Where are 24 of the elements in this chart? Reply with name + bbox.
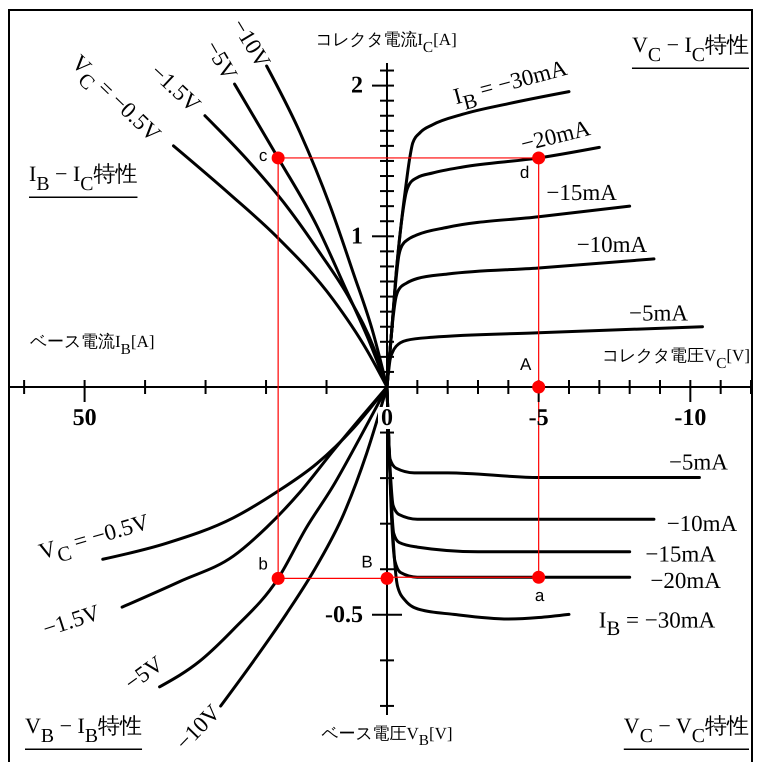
- annotation: c: [258, 145, 268, 164]
- series-label: −5mA: [668, 448, 728, 474]
- annotation: d: [520, 162, 530, 182]
- xtick: 0: [381, 405, 393, 431]
- annotation: a: [534, 586, 544, 605]
- ytick: 1: [351, 223, 363, 250]
- series-label: −10mA: [666, 510, 738, 536]
- series-label: −20mA: [650, 568, 721, 593]
- series-label: −1.5V: [40, 599, 103, 642]
- ytick: 2: [351, 72, 363, 99]
- series-label: −20mA: [518, 114, 593, 156]
- series-label: −15mA: [645, 541, 716, 566]
- annotation: B: [361, 552, 373, 571]
- xtick: 50: [72, 405, 97, 431]
- series-label: IB = −30mA: [450, 54, 570, 115]
- series-label: −15mA: [546, 180, 617, 205]
- series-label: VC = −0.5V: [36, 508, 152, 568]
- series-label: −5mA: [628, 300, 688, 326]
- series-label: −5V: [120, 650, 168, 696]
- annotation: b: [258, 554, 268, 573]
- xtick: -10: [674, 405, 706, 431]
- annotation: A: [520, 354, 532, 374]
- annotation: -0.5: [325, 602, 363, 628]
- series-label: −10mA: [576, 231, 648, 256]
